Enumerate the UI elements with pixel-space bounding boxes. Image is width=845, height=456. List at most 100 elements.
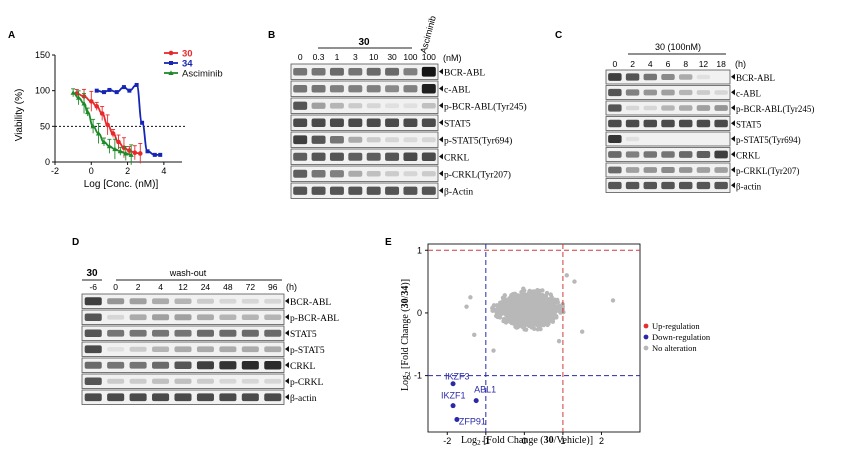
panel-b-band [366, 118, 381, 127]
panel-a-point-asciminib [128, 152, 134, 157]
panel-d-band [241, 378, 259, 384]
panel-d-band [219, 346, 237, 353]
panel-c-band [696, 119, 711, 128]
panel-c-blot-row [605, 131, 731, 147]
panel-e-gray-point [572, 279, 577, 284]
panel-d-band [152, 361, 170, 369]
panel-e-gray-point [531, 309, 537, 314]
panel-d-lane-label: 0 [113, 282, 118, 292]
panel-b-band [329, 67, 344, 76]
panel-b-blot-row [290, 182, 439, 199]
panel-e-gray-point [537, 315, 542, 320]
panel-b-band [366, 85, 381, 93]
panel-e-gray-point [511, 304, 517, 309]
panel-d-lane-label: 72 [246, 282, 256, 292]
panel-b-blot-row [290, 80, 439, 97]
panel-b-lane-labels: 0 0.3 1 3 10 30 100 100 [298, 52, 436, 62]
panel-c-lane-label: 8 [683, 59, 688, 69]
panel-d-band [152, 329, 170, 337]
panel-b-band [366, 170, 381, 177]
panel-e-gray-point [490, 308, 496, 313]
panel-d-band [152, 346, 170, 352]
panel-a-point-30 [110, 131, 116, 136]
panel-c-band [678, 167, 693, 173]
panel-b-band [293, 68, 308, 76]
panel-e-gray-point [510, 320, 516, 325]
panel-b-band [421, 186, 436, 195]
panel-d-band [241, 393, 259, 402]
panel-e-gray-point [531, 303, 537, 308]
panel-e-gray-point [517, 305, 522, 310]
panel-b-band [311, 152, 326, 161]
panel-e-gray-point [550, 317, 556, 322]
panel-e-gray-point [558, 310, 563, 315]
panel-a-y-tick-label: 100 [35, 86, 50, 96]
panel-d-band [107, 361, 125, 369]
panel-b-band [311, 85, 326, 93]
panel-c-band-label: STAT5 [736, 119, 762, 129]
panel-e-gray-point [511, 312, 517, 317]
panel-b-band [293, 186, 308, 195]
panel-c-letter: C [555, 30, 562, 41]
panel-e-gray-point [552, 304, 557, 309]
panel-d-band [241, 346, 259, 353]
panel-c-band [608, 151, 622, 158]
panel-e-gray-point [546, 310, 551, 316]
panel-a-y-tick-label: 0 [45, 157, 50, 167]
panel-a-point-30 [99, 111, 105, 116]
panel-b-band [348, 136, 363, 143]
panel-a-point-34 [140, 120, 145, 125]
panel-c-band-label: CRKL [736, 150, 760, 160]
panel-b-band [329, 85, 344, 93]
panel-c-band [696, 150, 711, 159]
panel-e-gray-point [544, 315, 550, 320]
panel-a-point-34 [134, 82, 139, 87]
panel-e-gray-point [541, 300, 547, 306]
panel-d-band [264, 360, 282, 370]
panel-d-letter: D [72, 237, 79, 248]
panel-b-band [366, 103, 381, 109]
panel-b-blot-row [290, 63, 439, 80]
panel-e-gray-point [494, 303, 500, 308]
panel-c-lane-label: 12 [699, 59, 709, 69]
panel-b-lane-label: 10 [369, 52, 379, 62]
panel-e-legend-label: No alteration [652, 343, 697, 353]
panel-b-band [385, 103, 400, 109]
panel-e-gray-point [522, 305, 528, 310]
panel-b-band [385, 137, 400, 143]
panel-b-band [385, 67, 400, 76]
panel-e-down-point [450, 381, 456, 387]
panel-d-band-label: p-CRKL [290, 378, 323, 388]
panel-b-lane-label: 3 [353, 52, 358, 62]
panel-d-band [84, 329, 102, 338]
panel-e-gray-point [535, 296, 541, 301]
panel-e-legend-label: Down-regulation [652, 332, 711, 342]
panel-a-x-tick-label: 0 [89, 166, 94, 176]
panel-b-band [366, 152, 381, 161]
panel-d-lane-label: 96 [268, 282, 278, 292]
panel-a-point-34 [121, 85, 126, 90]
panel-e-legend-marker [643, 334, 649, 340]
panel-c-lane-label: 18 [716, 59, 726, 69]
panel-b-lane-label: 30 [387, 52, 397, 62]
panel-e-gray-point [610, 298, 616, 303]
panel-d-band [264, 346, 282, 353]
panel-a-xlabel: Log [Conc. (nM)] [84, 179, 159, 190]
panel-d-band [219, 393, 237, 402]
panel-e-gray-point [548, 292, 553, 297]
panel-e-x-tick-label: -2 [443, 436, 451, 446]
panel-a-x-tick-label: -2 [51, 166, 59, 176]
panel-d-band [152, 393, 170, 402]
panel-e-gray-point [551, 309, 556, 314]
panel-a-point-asciminib [75, 95, 82, 100]
panel-e-gray-point [522, 321, 527, 326]
panel-e-legend-marker [643, 345, 649, 351]
panel-e-gray-point [538, 306, 544, 312]
panel-c-band [696, 74, 711, 80]
panel-a-point-30 [105, 122, 110, 128]
panel-e-gray-point [501, 318, 507, 323]
panel-d-lane-label: 2 [136, 282, 141, 292]
panel-a-point-30 [88, 99, 94, 104]
